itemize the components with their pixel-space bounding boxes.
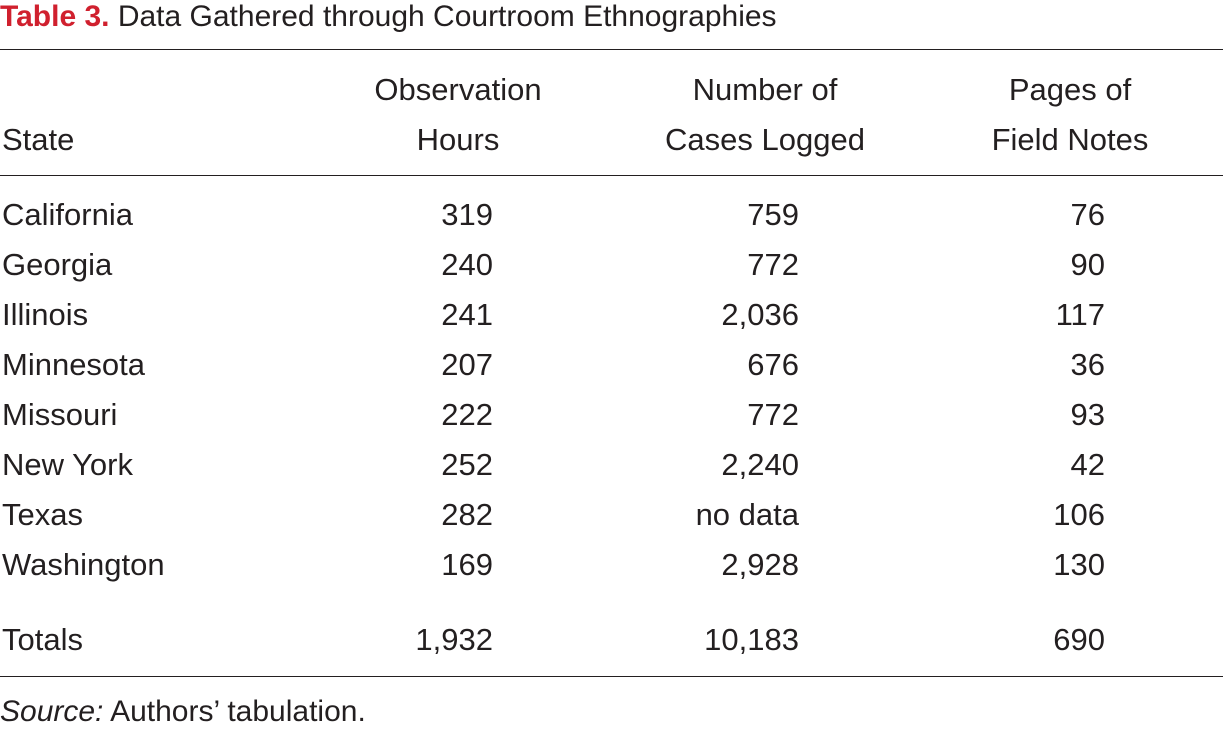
state-cell: Minnesota xyxy=(2,347,146,382)
hours-cell: 222 xyxy=(441,397,493,432)
hours-cell: 282 xyxy=(441,497,493,532)
pages-cell: 90 xyxy=(1070,247,1105,282)
header-cases-logged: Number of Cases Logged xyxy=(640,65,890,165)
pages-cell: 117 xyxy=(1055,297,1105,332)
hours-cell: 169 xyxy=(441,547,493,582)
cases-cell: 772 xyxy=(747,397,799,432)
totals-cases: 10,183 xyxy=(704,622,799,657)
state-cell: Texas xyxy=(2,497,83,532)
pages-cell: 93 xyxy=(1070,397,1105,432)
hours-cell: 240 xyxy=(441,247,493,282)
source-note: Source: Authors’ tabulation. xyxy=(0,694,366,730)
state-cell: California xyxy=(2,197,133,232)
pages-cell: 76 xyxy=(1070,197,1105,232)
hours-cell: 319 xyxy=(441,197,493,232)
header-cases-line1: Number of xyxy=(692,72,838,107)
totals-hours: 1,932 xyxy=(415,622,493,657)
cases-cell: no data xyxy=(695,497,799,532)
pages-cell: 106 xyxy=(1053,497,1105,532)
source-label: Source: xyxy=(0,695,104,728)
bottom-rule xyxy=(0,676,1223,677)
pages-cell: 42 xyxy=(1070,447,1105,482)
state-cell: Washington xyxy=(2,547,165,582)
cases-cell: 2,240 xyxy=(721,447,799,482)
cases-cell: 2,036 xyxy=(721,297,799,332)
header-hours-line1: Observation xyxy=(374,72,542,107)
pages-cell: 130 xyxy=(1053,547,1105,582)
cases-cell: 676 xyxy=(747,347,799,382)
hours-cell: 241 xyxy=(441,297,493,332)
top-rule xyxy=(0,49,1223,50)
table-number: Table 3. xyxy=(0,0,110,33)
pages-cell: 36 xyxy=(1070,347,1105,382)
hours-cell: 207 xyxy=(441,347,493,382)
header-hours-line2: Hours xyxy=(416,122,500,157)
header-field-notes: Pages of Field Notes xyxy=(960,65,1180,165)
cases-cell: 2,928 xyxy=(721,547,799,582)
table-caption: Table 3. Data Gathered through Courtroom… xyxy=(0,0,777,36)
totals-pages: 690 xyxy=(1053,622,1105,657)
header-cases-line2: Cases Logged xyxy=(665,122,865,157)
hours-cell: 252 xyxy=(441,447,493,482)
totals-label: Totals xyxy=(2,622,83,657)
header-observation-hours: Observation Hours xyxy=(358,65,558,165)
table-title: Data Gathered through Courtroom Ethnogra… xyxy=(117,0,777,33)
state-cell: Illinois xyxy=(2,297,89,332)
header-rule xyxy=(0,175,1223,176)
state-cell: Georgia xyxy=(2,247,113,282)
header-pages-line2: Field Notes xyxy=(991,122,1149,157)
cases-cell: 759 xyxy=(747,197,799,232)
cases-cell: 772 xyxy=(747,247,799,282)
state-cell: New York xyxy=(2,447,133,482)
header-pages-line1: Pages of xyxy=(1008,72,1132,107)
source-text: Authors’ tabulation. xyxy=(103,695,366,728)
header-state: State xyxy=(2,122,75,157)
state-cell: Missouri xyxy=(2,397,118,432)
